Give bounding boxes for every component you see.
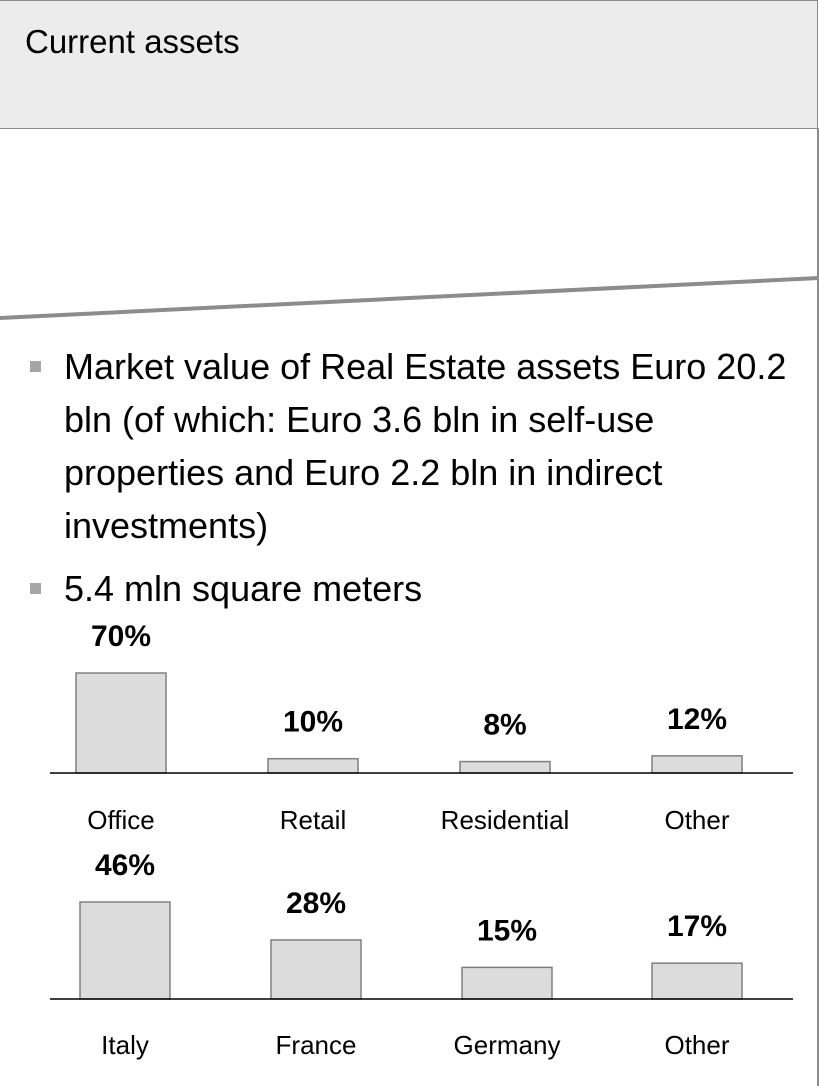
category-label: Italy <box>101 1030 149 1060</box>
bar <box>270 939 362 1000</box>
value-label: 12% <box>667 703 727 736</box>
value-label: 46% <box>95 849 155 882</box>
bullet-text: Market value of Real Estate assets Euro … <box>64 346 787 546</box>
category-label: Retail <box>280 805 346 835</box>
bullet-marker <box>30 583 41 594</box>
value-label: 15% <box>477 914 537 947</box>
bar <box>651 962 743 1000</box>
category-label: Other <box>664 805 729 835</box>
bullet-list: Market value of Real Estate assets Euro … <box>30 340 810 625</box>
value-label: 8% <box>483 708 526 741</box>
bullet-text: 5.4 mln square meters <box>64 568 423 609</box>
category-label: Germany <box>454 1030 561 1060</box>
bullet: Market value of Real Estate assets Euro … <box>30 340 810 552</box>
category-label: France <box>276 1030 357 1060</box>
value-label: 70% <box>91 620 151 653</box>
category-label: Residential <box>441 805 570 835</box>
value-label: 10% <box>283 706 343 739</box>
bar <box>461 966 553 1000</box>
divider <box>0 276 819 320</box>
bar <box>267 757 359 774</box>
bullet: 5.4 mln square meters <box>30 562 810 615</box>
header: Current assets <box>0 0 818 129</box>
bar <box>75 672 167 774</box>
bar <box>651 755 743 774</box>
value-label: 28% <box>286 887 346 920</box>
bullet-marker <box>30 361 41 372</box>
bar <box>459 760 551 774</box>
title: Current assets <box>25 23 240 60</box>
bar <box>79 901 171 1000</box>
category-label: Other <box>664 1030 729 1060</box>
category-label: Office <box>87 805 154 835</box>
value-label: 17% <box>667 910 727 943</box>
